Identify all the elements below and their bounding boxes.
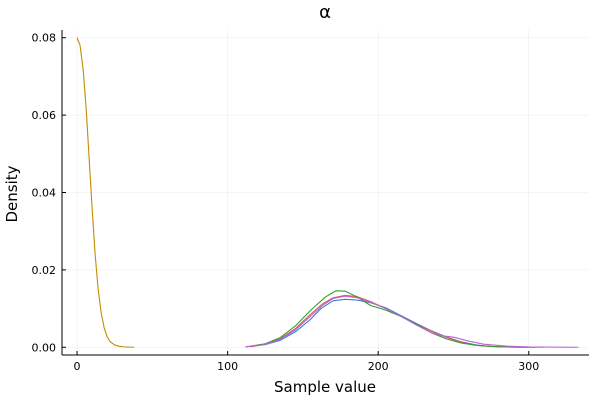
series-line-4 <box>245 290 529 348</box>
y-tick-label: 0.04 <box>32 187 57 200</box>
chart-title: α <box>319 2 331 23</box>
x-tick-label: 0 <box>74 360 81 373</box>
series-line-1 <box>76 37 135 348</box>
y-tick-label: 0.08 <box>32 32 57 45</box>
series-line-3 <box>250 294 544 348</box>
series-layer <box>76 37 579 348</box>
y-tick-label: 0.00 <box>32 341 57 354</box>
y-axis-label: Density <box>3 165 21 222</box>
grid-layer <box>62 30 589 355</box>
series-line-5 <box>245 295 579 348</box>
series-line-2 <box>245 298 537 348</box>
x-tick-label: 200 <box>368 360 389 373</box>
x-tick-label: 100 <box>217 360 238 373</box>
x-tick-label: 300 <box>518 360 539 373</box>
y-tick-label: 0.02 <box>32 264 57 277</box>
axis-layer: 0 100 200 300 0.00 0.02 0.04 0.06 0.08 <box>32 30 589 373</box>
y-tick-label: 0.06 <box>32 109 57 122</box>
x-axis-label: Sample value <box>274 378 376 396</box>
